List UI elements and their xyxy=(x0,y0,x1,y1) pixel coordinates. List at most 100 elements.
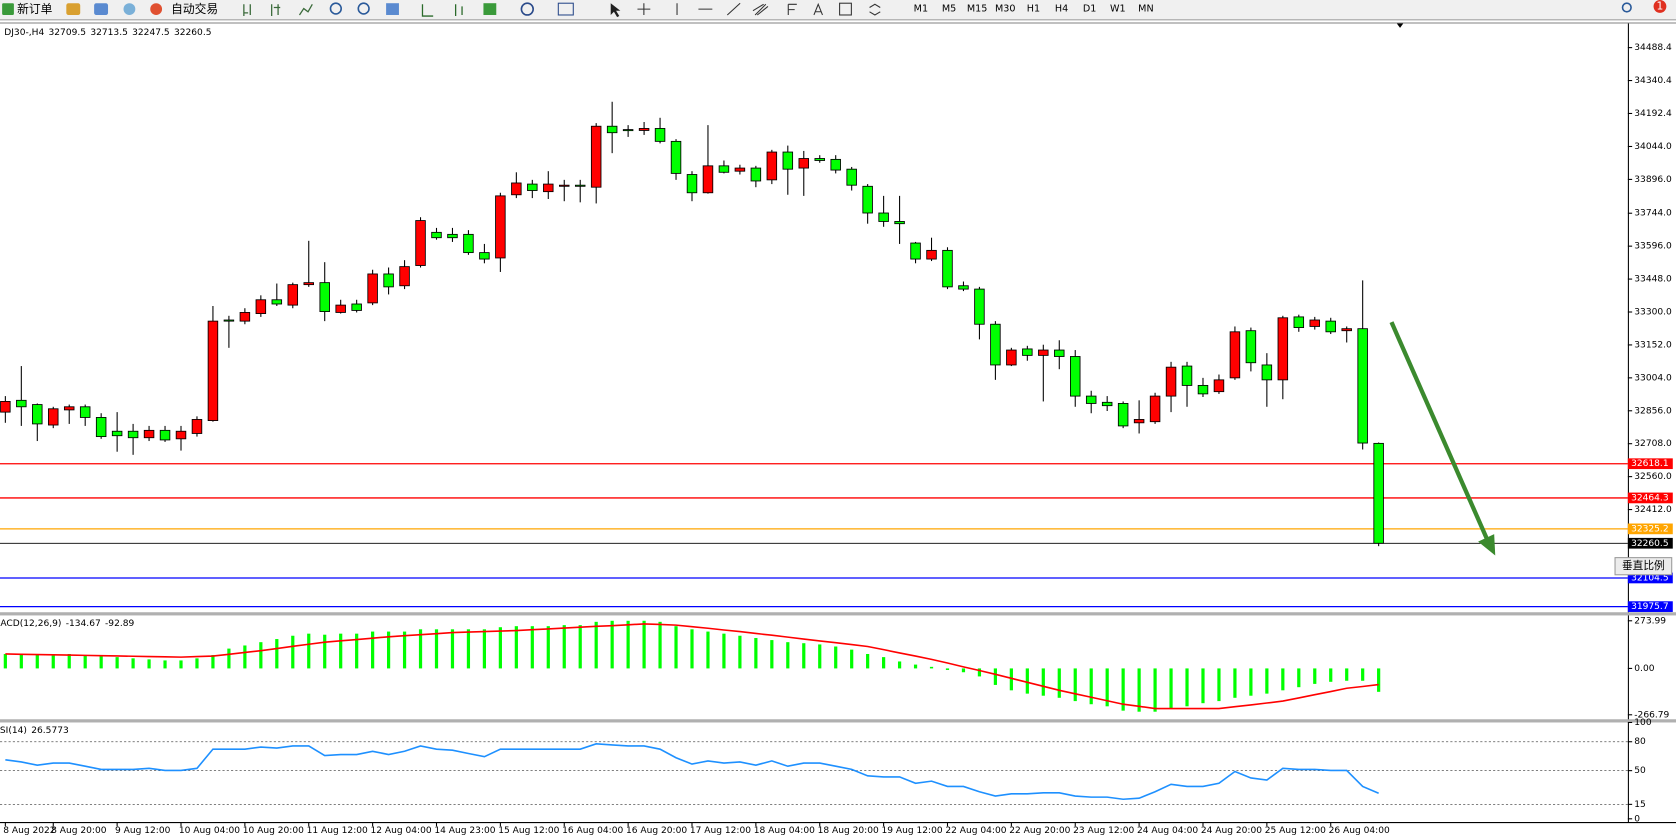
y-tick-label: 33744.0 xyxy=(1634,209,1672,219)
candle-body xyxy=(1245,330,1257,364)
y-tick-label: 33300.0 xyxy=(1634,308,1672,318)
candle-body xyxy=(1325,320,1336,333)
macd-bar xyxy=(1329,668,1333,682)
macd-bar xyxy=(147,659,151,669)
icon[interactable] xyxy=(94,3,109,15)
arrow-shaft xyxy=(1389,321,1489,540)
alert-badge[interactable] xyxy=(1653,0,1667,13)
label-icon[interactable] xyxy=(839,2,852,16)
y-tick-label: 273.99 xyxy=(1634,616,1666,626)
arrows-icon[interactable] xyxy=(869,3,881,16)
macd-bar xyxy=(131,658,135,669)
candle-chart-icon[interactable] xyxy=(271,4,281,17)
auto-trade-button[interactable]: 自动交易 xyxy=(171,2,218,16)
timeframe-button[interactable]: W1 xyxy=(1110,4,1126,15)
template-icon[interactable] xyxy=(557,2,574,16)
price-tag-label: 32464.3 xyxy=(1631,493,1669,503)
price-tag-label: 32260.5 xyxy=(1631,539,1669,549)
new-order-button[interactable]: 新订单 xyxy=(17,2,52,16)
candle-body xyxy=(255,299,267,314)
new-order-icon[interactable] xyxy=(2,3,14,15)
candle-body xyxy=(942,249,953,288)
scale-button-label[interactable]: 垂直比例 xyxy=(1622,559,1665,572)
candle-body xyxy=(1373,442,1384,544)
timeframe-button[interactable]: MN xyxy=(1138,4,1153,15)
macd-bar xyxy=(913,664,918,669)
candle-body xyxy=(1165,366,1177,397)
macd-bar xyxy=(51,655,55,669)
candle-body xyxy=(511,182,522,196)
scale-button[interactable] xyxy=(1614,557,1673,576)
timeframe-button[interactable]: D1 xyxy=(1083,4,1097,15)
candle-body xyxy=(622,129,634,132)
line-chart-icon[interactable] xyxy=(298,3,313,16)
text-icon[interactable] xyxy=(813,2,823,16)
candle-body xyxy=(894,221,905,225)
zoom-in-icon[interactable] xyxy=(329,2,342,15)
period-icon[interactable] xyxy=(520,2,534,16)
macd-bar xyxy=(834,646,838,669)
macd-bar xyxy=(1201,668,1205,704)
cursor-icon[interactable] xyxy=(610,3,621,18)
fibo-icon[interactable] xyxy=(752,3,769,16)
macd-bar xyxy=(722,633,726,669)
macd-bar xyxy=(945,668,950,670)
macd-bar xyxy=(434,629,439,669)
indicators-icon[interactable] xyxy=(483,3,497,15)
macd-bar xyxy=(355,633,359,669)
timeframe-button[interactable]: M30 xyxy=(995,4,1016,15)
macd-bar xyxy=(179,660,183,669)
icon[interactable] xyxy=(123,3,136,15)
search-icon[interactable] xyxy=(1621,2,1632,13)
candle-body xyxy=(527,183,538,191)
macd-bar xyxy=(706,631,710,669)
macd-bar xyxy=(1137,668,1141,712)
macd-bar xyxy=(514,626,518,669)
timeframe-button[interactable]: M15 xyxy=(967,4,988,15)
macd-bar xyxy=(802,643,806,669)
timeframe-button[interactable]: H1 xyxy=(1027,4,1040,15)
x-tick-label: 9 Aug 12:00 xyxy=(115,826,171,836)
scroll-icons[interactable] xyxy=(421,4,463,17)
candle-body xyxy=(191,419,203,434)
macd-bar xyxy=(1233,668,1237,698)
candle-body xyxy=(1357,328,1368,444)
trend-arrow xyxy=(1389,321,1496,556)
candle-body xyxy=(958,285,969,290)
macd-bar xyxy=(67,653,71,669)
candle-body xyxy=(878,212,889,222)
timeframe-button[interactable]: M5 xyxy=(942,4,956,15)
header-value: DJ30-,H4 xyxy=(4,28,44,38)
macd-bar xyxy=(1265,668,1269,694)
header-value: 26.5773 xyxy=(31,725,69,735)
x-tick-label: 26 Aug 04:00 xyxy=(1329,826,1390,836)
header-value: 32247.5 xyxy=(132,28,170,38)
macd-bar xyxy=(929,666,934,669)
x-tick-label: 24 Aug 04:00 xyxy=(1137,826,1198,836)
fibo-fan-icon[interactable] xyxy=(787,3,797,15)
auto-trade-icon[interactable] xyxy=(150,3,163,15)
candle-body xyxy=(351,303,362,311)
candle-body xyxy=(1006,349,1017,366)
y-tick-label: 32708.0 xyxy=(1634,439,1672,449)
plot: 34488.4 34340.4 34192.4 34044.0 33896.0 33744… xyxy=(0,28,1673,836)
candle-body xyxy=(431,231,442,239)
y-tick-label: 0.00 xyxy=(1634,664,1654,674)
candle-body xyxy=(1181,365,1193,386)
x-tick-label: 18 Aug 04:00 xyxy=(754,826,815,836)
macd-bar xyxy=(546,626,550,669)
header-value: MACD(12,26,9) xyxy=(0,618,61,628)
bar-chart-icon[interactable] xyxy=(243,4,251,17)
tile-icon[interactable] xyxy=(386,3,399,15)
price-tag xyxy=(1627,523,1673,535)
candle-body xyxy=(974,288,985,325)
draw-icons[interactable] xyxy=(637,2,741,16)
candle-body xyxy=(463,233,474,254)
macd-bar xyxy=(578,625,582,669)
zoom-out-icon[interactable] xyxy=(357,2,370,15)
timeframe-button[interactable]: H4 xyxy=(1055,4,1068,15)
timeframe-button[interactable]: M1 xyxy=(914,4,928,15)
icon[interactable] xyxy=(66,3,81,15)
candle-body xyxy=(590,125,602,188)
candle-body xyxy=(910,242,921,260)
